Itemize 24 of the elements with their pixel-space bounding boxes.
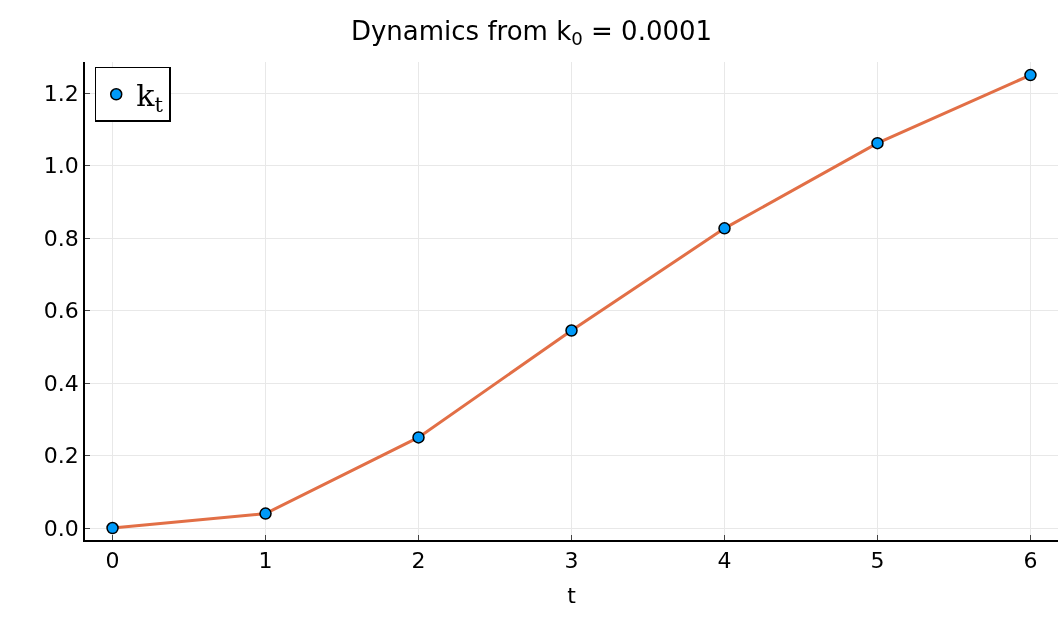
y-tick-label: 0.8 xyxy=(43,225,79,251)
x-tick-label: 1 xyxy=(258,548,273,574)
legend-label: k$_{t}$ xyxy=(136,77,164,118)
x-tick-label: 6 xyxy=(1023,548,1038,574)
x-tick-label: 3 xyxy=(564,548,579,574)
chart-title: Dynamics from k$_{0}$ = 0.0001 xyxy=(350,15,713,50)
point xyxy=(565,324,578,337)
point xyxy=(871,136,884,150)
y-tick-label: 1.2 xyxy=(43,80,79,106)
point xyxy=(259,507,272,520)
y-tick-label: 0.0 xyxy=(43,515,79,541)
y-tick-label: 1.0 xyxy=(43,153,79,179)
y-tick-label: 0.6 xyxy=(43,298,79,324)
point xyxy=(412,431,425,444)
point xyxy=(718,222,731,235)
y-tick-label: 0.4 xyxy=(43,370,79,396)
y-tick-label: 0.2 xyxy=(43,443,79,469)
point xyxy=(106,521,119,535)
x-axis-title: t xyxy=(567,582,577,608)
x-tick-label: 2 xyxy=(411,548,426,574)
x-tick-label: 0 xyxy=(105,548,120,574)
point xyxy=(1024,68,1037,82)
x-tick-label: 4 xyxy=(717,548,732,574)
x-tick-label: 5 xyxy=(870,548,885,574)
